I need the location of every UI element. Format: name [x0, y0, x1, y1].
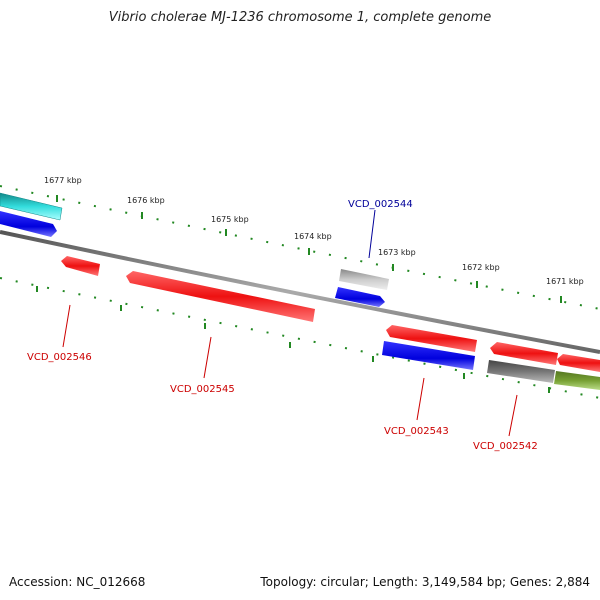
accession-text: Accession: NC_012668 — [9, 575, 146, 589]
leader-vcd002546 — [62, 304, 71, 348]
gene-darkgray-vcd002542[interactable] — [487, 360, 555, 383]
tick-label-1672: 1672 kbp — [462, 263, 500, 272]
gene-label-vcd002542[interactable]: VCD_002542 — [473, 441, 538, 452]
tick-label-1675: 1675 kbp — [211, 215, 249, 224]
gene-blue-vcd002543[interactable] — [382, 341, 475, 370]
gene-red-vcd002546[interactable] — [61, 256, 100, 276]
gene-red-inner-a[interactable] — [386, 325, 477, 352]
gene-gray-outer[interactable] — [339, 269, 389, 290]
inner-tick-track — [0, 277, 600, 399]
gene-blue-outer-left[interactable] — [0, 211, 57, 237]
leader-vcd002542 — [508, 394, 518, 437]
leader-vcd002543 — [416, 377, 425, 421]
leader-vcd002545 — [203, 336, 212, 379]
tick-label-1671: 1671 kbp — [546, 277, 584, 286]
gene-cyan-outer[interactable] — [0, 192, 63, 221]
tick-labels: 1677 kbp 1676 kbp 1675 kbp 1674 kbp 1673… — [44, 176, 584, 286]
chromosome-backbone — [0, 230, 600, 354]
genome-summary-text: Topology: circular; Length: 3,149,584 bp… — [260, 575, 590, 589]
outer-tick-track — [0, 185, 600, 310]
tick-label-1677: 1677 kbp — [44, 176, 82, 185]
tick-label-1673: 1673 kbp — [378, 248, 416, 257]
gene-red-vcd002545[interactable] — [126, 271, 315, 322]
gene-label-vcd002545[interactable]: VCD_002545 — [170, 384, 235, 395]
map-title: Vibrio cholerae MJ-1236 chromosome 1, co… — [108, 10, 492, 25]
tick-label-1674: 1674 kbp — [294, 232, 332, 241]
gene-blue-outer[interactable] — [335, 287, 385, 307]
gene-label-vcd002543[interactable]: VCD_002543 — [384, 426, 449, 437]
gene-olive[interactable] — [554, 371, 600, 390]
gene-red-inner-b[interactable] — [490, 342, 558, 365]
gene-label-vcd002546[interactable]: VCD_002546 — [27, 352, 92, 363]
tick-label-1676: 1676 kbp — [127, 196, 165, 205]
leader-vcd002544 — [368, 209, 376, 259]
gene-label-vcd002544[interactable]: VCD_002544 — [348, 199, 413, 210]
gene-red-inner-c[interactable] — [557, 354, 600, 372]
